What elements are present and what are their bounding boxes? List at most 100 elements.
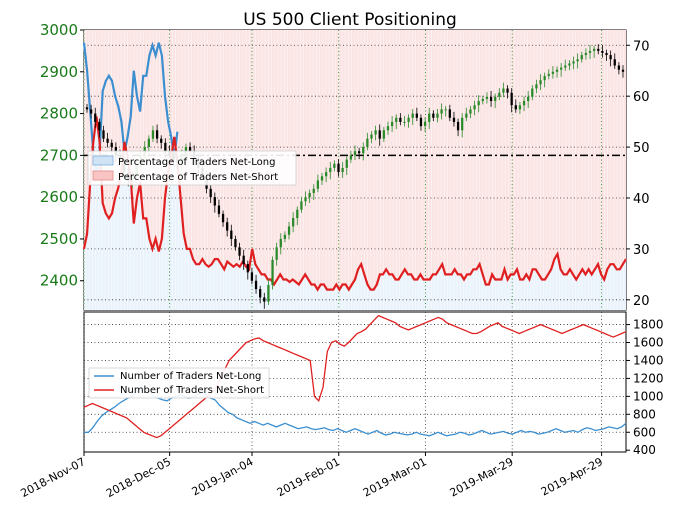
candle-body (535, 84, 538, 89)
candle-body (498, 92, 501, 97)
candle-body (547, 73, 550, 76)
candle-body (341, 167, 344, 173)
candle-body (597, 48, 600, 51)
candle-body (374, 130, 377, 135)
x-tick-label: 2019-Apr-29 (539, 455, 605, 498)
candle-body (576, 59, 579, 62)
candle-body (275, 247, 278, 260)
candle-body (593, 48, 596, 51)
candle-body (254, 280, 258, 290)
positioning-panel: 2400 2500 2600 2700 2800 2900 3000 20 30 40 50 60 70… (40, 21, 650, 311)
candle-body (448, 109, 451, 118)
bottom-legend: Number of Traders Net-Long Number of Trad… (88, 367, 270, 399)
candle-body (531, 88, 534, 97)
candle-body (432, 113, 435, 118)
x-tick-label: 2019-Mar-29 (448, 455, 516, 499)
y-lower-tick-label: 800 (633, 407, 656, 421)
candle-body (362, 147, 365, 154)
y-left-tick-label: 2700 (40, 146, 78, 164)
y-left-tick-label: 2400 (40, 272, 78, 290)
candle-body (407, 117, 410, 122)
candle-body (386, 126, 390, 131)
candle-body (522, 101, 526, 106)
candle-body (267, 284, 270, 302)
y-right-tick-label: 50 (633, 141, 650, 156)
candle-body (287, 226, 291, 235)
candle-body (320, 176, 324, 181)
candle-body (580, 55, 583, 60)
candle-body (312, 188, 315, 193)
net-long-area (84, 116, 626, 310)
candle-body (304, 197, 307, 202)
candle-body (382, 130, 385, 139)
net-short-line (82, 116, 627, 292)
candle-body (564, 65, 567, 68)
candle-body (333, 163, 336, 168)
y-lower-tick-label: 1600 (633, 336, 664, 350)
x-tick-label: 2019-Jan-04 (190, 455, 256, 498)
candle-body (601, 50, 604, 53)
candle-body (151, 130, 155, 139)
y-left-tick-label: 3000 (40, 21, 78, 39)
legend-swatch-long (92, 155, 114, 166)
candle-body (473, 105, 476, 110)
candle-body (555, 69, 559, 72)
candle-body (485, 96, 489, 99)
y-right-tick-label: 40 (633, 192, 650, 207)
candle-body (160, 138, 163, 143)
candle-body (543, 75, 546, 81)
candle-body (164, 142, 167, 152)
candle-body (617, 65, 621, 70)
candle-body (403, 121, 406, 123)
y-lower-tick-label: 1000 (633, 389, 664, 403)
candle-body (423, 121, 427, 127)
candle-body (242, 255, 245, 265)
y-right-tick-label: 70 (633, 39, 650, 54)
candle-body (469, 109, 472, 114)
candle-body (263, 297, 266, 302)
x-tick-label: 2018-Dec-05 (104, 455, 173, 500)
candle-body (85, 107, 89, 110)
candle-body (221, 213, 225, 223)
y-lower-tick-label: 1800 (633, 318, 664, 332)
legend-box (87, 150, 297, 186)
candle-body (366, 138, 369, 148)
y-lower-tick-label: 400 (633, 443, 656, 457)
candle-body (188, 147, 192, 152)
candle-body (378, 130, 381, 139)
candle-body (527, 96, 530, 102)
candle-body (300, 201, 303, 210)
y-right-tick-label: 20 (633, 294, 650, 309)
candle-body (395, 117, 398, 122)
candle-body (217, 205, 221, 214)
candle-body (353, 151, 357, 156)
candle-body (259, 289, 262, 298)
candle-body (357, 151, 361, 154)
y-left-tick-label: 2800 (40, 105, 78, 123)
y-left-tick-label: 2600 (40, 188, 78, 206)
y-lower-tick-label: 1400 (633, 353, 664, 367)
candle-body (514, 105, 517, 110)
candle-body (106, 138, 109, 143)
y-right-tick-label: 30 (633, 243, 650, 258)
date-axis: 2018-Nov-07 2018-Dec-05 2019-Jan-04 2019-Fe… (19, 452, 605, 500)
candle-body (506, 88, 509, 93)
candle-body (440, 109, 443, 114)
candle-body (568, 63, 571, 66)
candle-body (283, 234, 287, 239)
candle-body (456, 121, 460, 131)
candle-body (584, 52, 588, 56)
candle-body (613, 59, 616, 66)
candle-body (370, 134, 373, 139)
candle-body (246, 264, 249, 273)
candle-body (605, 52, 608, 56)
x-tick-label: 2019-Mar-01 (361, 455, 429, 499)
legend-label-long: Percentage of Traders Net-Long (118, 157, 276, 168)
candle-body (279, 238, 282, 248)
x-tick-label: 2018-Nov-07 (19, 455, 88, 500)
candle-body (94, 113, 97, 122)
candle-body (329, 167, 332, 173)
candle-body (147, 138, 150, 148)
trader-count-panel: 400 600 800 1000 1200 1400 1600 1800 Number of T… (83, 311, 664, 457)
